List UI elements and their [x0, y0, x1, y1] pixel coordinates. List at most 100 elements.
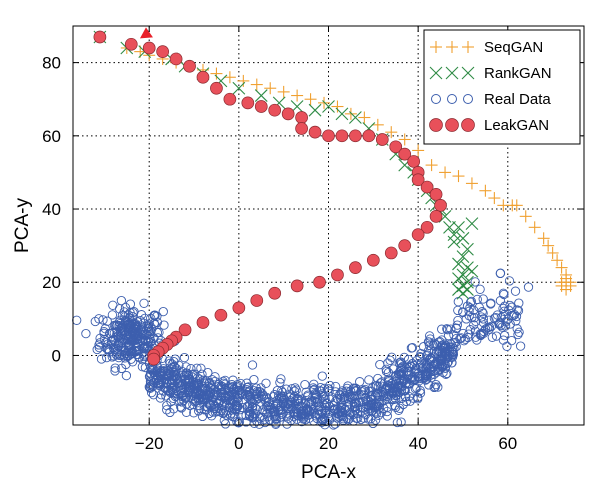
real-data-point: [491, 312, 501, 323]
start-triangle-marker: [139, 27, 153, 39]
legend-open-circle-marker: [447, 94, 457, 104]
real-data-point: [217, 401, 227, 411]
real-data-point: [368, 399, 379, 409]
real-data-point: [415, 388, 426, 398]
real-data-point: [391, 394, 401, 404]
real-data-point: [480, 324, 491, 334]
x-tick-label: 60: [498, 434, 517, 453]
real-data-point: [396, 417, 406, 427]
real-data-point: [181, 407, 192, 417]
real-data-point: [129, 322, 139, 333]
real-data-point: [155, 393, 166, 403]
real-data-point: [321, 398, 332, 408]
real-data-point: [276, 374, 286, 384]
real-data-point: [134, 352, 144, 362]
real-data-point: [345, 392, 355, 403]
y-tick-label: 80: [42, 54, 61, 73]
real-data-point: [384, 375, 394, 386]
legend-x-marker: [461, 66, 475, 80]
real-data-point: [128, 308, 138, 318]
real-data-point: [483, 323, 493, 333]
real-data-point: [94, 342, 104, 353]
legend-item: RankGAN: [429, 65, 552, 82]
leakgan-point: [254, 100, 268, 113]
annotation-marks: [139, 27, 153, 39]
seqgan-point: [398, 133, 411, 146]
real-data-point: [131, 346, 141, 357]
real-data-point: [400, 375, 410, 385]
rankgan-point: [461, 242, 474, 256]
real-data-point: [469, 320, 479, 330]
rankgan-point: [232, 81, 246, 95]
seqgan-point: [519, 210, 532, 223]
leakgan-point: [214, 308, 228, 322]
real-data-point: [123, 329, 133, 339]
real-data-point: [133, 338, 143, 348]
real-data-point: [402, 379, 412, 389]
seqgan-series: [93, 30, 577, 296]
real-data-point: [282, 411, 292, 421]
real-data-point: [72, 315, 82, 325]
real-data-point: [415, 385, 425, 396]
real-data-point: [120, 353, 130, 363]
real-data-point: [315, 395, 325, 405]
real-data-point: [233, 418, 244, 428]
leakgan-point: [434, 199, 447, 212]
real-data-point: [241, 410, 251, 421]
real-data-point: [210, 372, 220, 382]
real-data-point: [220, 419, 231, 429]
leakgan-point: [268, 103, 282, 117]
rankgan-point: [452, 220, 465, 234]
leakgan-point: [335, 129, 349, 143]
real-data-point: [280, 401, 290, 411]
real-data-point: [453, 297, 463, 307]
legend-label: Real Data: [484, 91, 551, 108]
seqgan-point: [358, 111, 371, 124]
real-data-point: [453, 315, 463, 326]
leakgan-point: [322, 129, 335, 143]
rankgan-point: [349, 111, 362, 124]
real-data-point: [189, 381, 200, 391]
seqgan-point: [564, 279, 577, 292]
real-data-point: [180, 393, 191, 403]
real-data-point: [188, 388, 198, 398]
rankgan-point: [456, 250, 470, 264]
real-data-point: [470, 277, 480, 287]
real-data-point: [96, 354, 107, 364]
rankgan-point: [335, 107, 349, 121]
real-data-point: [495, 268, 505, 279]
real-data-point: [395, 357, 406, 367]
real-data-point: [409, 368, 419, 378]
leakgan-point: [183, 59, 196, 73]
real-data-point: [499, 330, 510, 341]
legend-open-circle-marker: [463, 94, 473, 104]
real-data-point: [102, 316, 112, 326]
real-data-point: [300, 379, 310, 390]
rankgan-series: [93, 30, 479, 300]
real-data-point: [183, 376, 193, 386]
leakgan-point: [411, 173, 425, 187]
real-data-point: [442, 324, 452, 334]
real-data-point: [366, 414, 376, 424]
real-data-point: [165, 387, 176, 398]
real-data-point: [489, 313, 500, 323]
real-data-point: [206, 401, 216, 411]
real-data-point: [450, 337, 461, 348]
y-tick-label: 60: [42, 127, 61, 146]
real-data-point: [193, 393, 204, 404]
real-data-point: [398, 373, 409, 384]
real-data-point: [126, 332, 136, 342]
real-data-point: [224, 389, 234, 399]
real-data-point: [337, 400, 347, 410]
real-data-point: [484, 324, 494, 334]
real-data-point: [332, 408, 342, 419]
real-data-point: [247, 412, 258, 422]
real-data-point: [115, 315, 125, 325]
real-data-point: [333, 393, 343, 404]
seqgan-point: [528, 221, 541, 234]
y-tick-label: 40: [42, 200, 61, 219]
real-data-point: [179, 352, 190, 363]
real-data-point: [451, 333, 462, 344]
real-data-point: [441, 369, 451, 379]
real-data-point: [436, 355, 446, 365]
